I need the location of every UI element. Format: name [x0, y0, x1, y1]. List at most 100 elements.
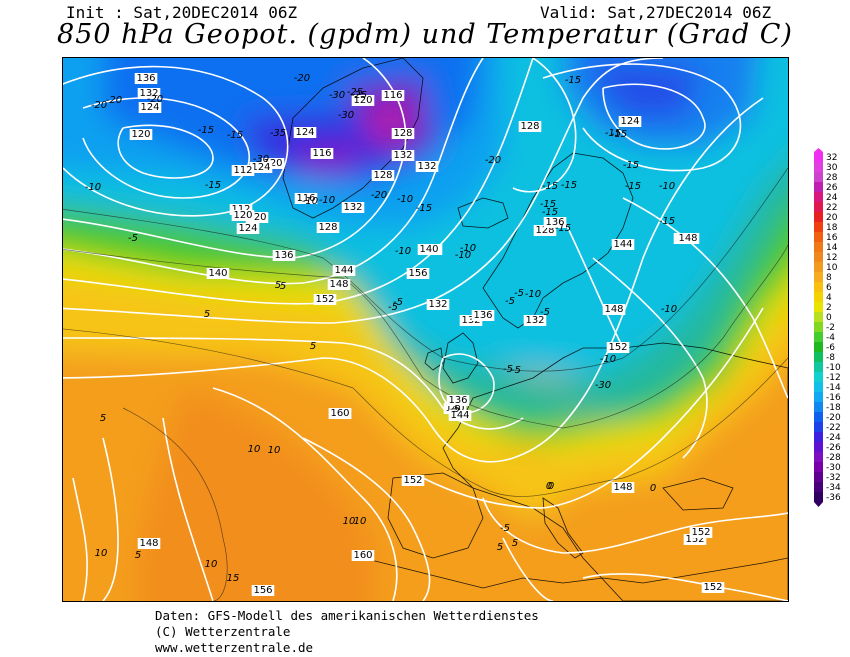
label-box — [459, 315, 483, 326]
geopotential-label: 160 — [353, 550, 372, 561]
legend-label: -22 — [826, 423, 841, 433]
geopotential-label: 116 — [383, 90, 402, 101]
legend-swatch — [814, 492, 823, 502]
label-box — [406, 268, 430, 279]
geopotential-label: 144 — [334, 265, 353, 276]
legend-swatch — [814, 272, 823, 282]
geopotential-label: 148 — [139, 538, 158, 549]
legend-label: -18 — [826, 403, 841, 413]
label-box — [611, 239, 635, 250]
legend-swatch — [814, 242, 823, 252]
temperature-label: -15 — [416, 203, 432, 214]
temperature-label: 5 — [512, 538, 518, 549]
label-box — [231, 210, 255, 221]
label-box — [328, 408, 352, 419]
legend-swatch — [814, 232, 823, 242]
temperature-label: -30 — [595, 380, 611, 391]
label-box — [351, 95, 375, 106]
legend-swatch — [814, 152, 823, 162]
label-box — [294, 193, 318, 204]
temperature-label: -10 — [395, 246, 411, 257]
temperature-label: -5 — [505, 296, 515, 307]
legend-swatch — [814, 202, 823, 212]
legend-label: -4 — [826, 333, 835, 343]
temperature-label: 10 — [343, 516, 356, 527]
legend-label: -36 — [826, 493, 841, 503]
geopotential-label: 124 — [251, 162, 270, 173]
temperature-label: -5 — [128, 233, 138, 244]
geopotential-label: 128 — [520, 121, 539, 132]
legend-label: -14 — [826, 383, 841, 393]
geopotential-label: 148 — [329, 279, 348, 290]
temperature-label: -10 — [600, 354, 616, 365]
legend-label: 24 — [826, 193, 838, 203]
label-box — [602, 304, 626, 315]
geopotential-label: 132 — [393, 150, 412, 161]
legend-label: 6 — [826, 283, 832, 293]
geopotential-label: 152 — [691, 527, 710, 538]
temperature-label: 5 — [275, 280, 281, 291]
label-box — [206, 268, 230, 279]
legend-label: 22 — [826, 203, 837, 213]
label-box — [415, 161, 439, 172]
geopotential-label: 124 — [238, 223, 257, 234]
temperature-label: 5 — [100, 413, 106, 424]
temperature-label: -5 — [511, 365, 521, 376]
legend-label: -32 — [826, 473, 841, 483]
legend-label: -26 — [826, 443, 841, 453]
legend-swatch — [814, 452, 823, 462]
temperature-label: -5 — [514, 288, 524, 299]
temperature-label: -15 — [542, 207, 558, 218]
temperature-label: 0 — [546, 481, 552, 492]
temperature-label: -15 — [542, 181, 558, 192]
geopotential-label: 116 — [312, 148, 331, 159]
temperature-label: 10 — [248, 444, 261, 455]
geopotential-label: 160 — [330, 408, 349, 419]
legend-swatch — [814, 462, 823, 472]
label-box — [332, 265, 356, 276]
geopotential-label: 148 — [678, 233, 697, 244]
temperature-label: -10 — [397, 194, 413, 205]
legend-label: 16 — [826, 233, 838, 243]
geopotential-label: 128 — [393, 128, 412, 139]
legend-label: 12 — [826, 253, 837, 263]
legend-swatch — [814, 212, 823, 222]
temperature-label: -5 — [503, 364, 513, 375]
temperature-labels: -20-20-15 -15-15-20-25-25-30-30-35-30-20-… — [85, 73, 677, 584]
geopotential-label: 148 — [604, 304, 623, 315]
label-box — [676, 233, 700, 244]
temperature-label: -5 — [540, 307, 550, 318]
geopotential-label: 148 — [613, 482, 632, 493]
geopotential-label: 120 — [233, 210, 252, 221]
legend-label: -12 — [826, 373, 841, 383]
geopotential-label: 152 — [685, 534, 704, 545]
valid-time: Valid: Sat,27DEC2014 06Z — [540, 3, 772, 22]
legend-label: 10 — [826, 263, 838, 273]
legend-swatch — [814, 192, 823, 202]
label-box — [426, 299, 450, 310]
geopotential-label: 144 — [613, 239, 632, 250]
legend-swatch — [814, 422, 823, 432]
label-box — [689, 527, 713, 538]
label-box — [618, 116, 642, 127]
legend-swatch — [814, 312, 823, 322]
temperature-label: 5 — [204, 309, 210, 320]
temperature-label: -20 — [294, 73, 310, 84]
label-box — [443, 403, 467, 414]
label-box — [471, 310, 495, 321]
geopotential-label: 128 — [373, 170, 392, 181]
geopotential-label: 144 — [450, 410, 469, 421]
legend-label: 28 — [826, 173, 838, 183]
temperature-label: 0 — [548, 481, 554, 492]
temperature-label: -5 — [450, 404, 460, 415]
temperature-label: 10 — [205, 559, 218, 570]
temperature-label: -5 — [388, 302, 398, 313]
geopotential-label: 112 — [233, 165, 252, 176]
temperature-label: -15 — [198, 125, 214, 136]
temperature-legend: 32 30 28 26 24 22 20 18 16 14 12 10 8 6 4 2 0 -2 -4 -6 -8 -10… — [812, 148, 850, 514]
legend-label: -34 — [826, 483, 841, 493]
geopotential-label: 132 — [525, 315, 544, 326]
label-box — [543, 217, 567, 228]
website-link[interactable]: www.wetterzentrale.de — [155, 640, 314, 655]
